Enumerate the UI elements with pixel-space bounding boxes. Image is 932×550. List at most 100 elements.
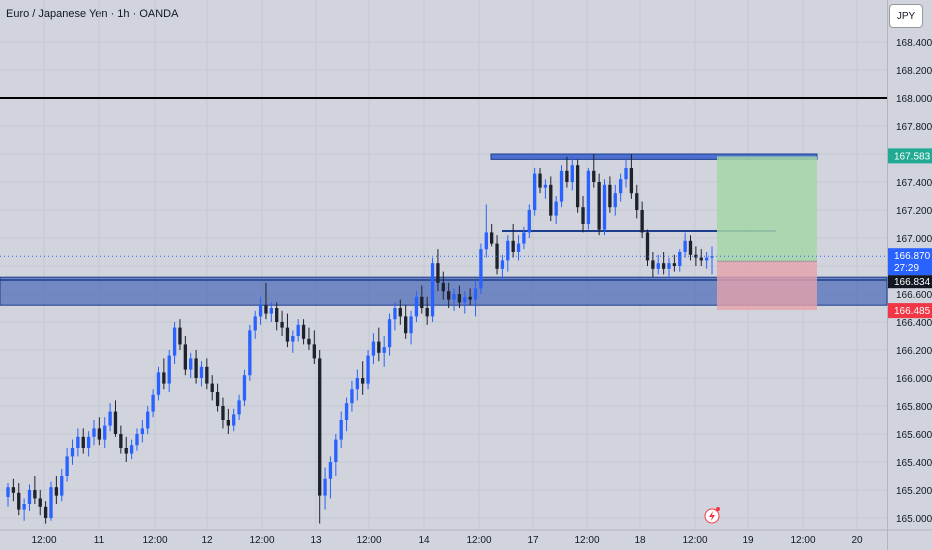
y-tick-label: 167.000 — [896, 234, 932, 245]
candle-body — [60, 476, 64, 496]
candle-body — [387, 319, 392, 348]
candle-body — [629, 168, 634, 194]
candle-body — [602, 184, 607, 230]
candle — [516, 235, 521, 261]
candle-body — [570, 165, 574, 182]
candle-body — [328, 462, 333, 479]
candle — [285, 313, 290, 348]
candle — [301, 319, 306, 345]
candle-body — [554, 201, 558, 216]
candle-body — [54, 487, 59, 496]
candle — [221, 397, 225, 429]
candle-body — [167, 355, 171, 384]
candle-body — [108, 411, 112, 426]
candle-body — [162, 372, 166, 384]
candle — [70, 439, 75, 465]
candle — [355, 369, 359, 401]
price-axis-separator — [887, 0, 888, 550]
x-tick-label: 12:00 — [249, 535, 274, 546]
candle — [210, 375, 214, 401]
candle — [618, 173, 623, 202]
candle — [60, 469, 64, 502]
candle-body — [22, 504, 26, 510]
candle-body — [33, 490, 37, 499]
candle — [522, 226, 526, 250]
candle-body — [17, 492, 21, 510]
candle — [377, 327, 381, 362]
candle — [393, 302, 397, 331]
x-tick-label: 12 — [201, 535, 213, 546]
candle-body — [151, 394, 155, 412]
y-tick-label: 168.400 — [896, 38, 932, 49]
candle — [226, 408, 231, 434]
candle — [113, 400, 118, 437]
y-tick-label: 168.000 — [896, 94, 932, 105]
currency-button[interactable]: JPY — [889, 4, 923, 28]
candle — [457, 285, 462, 308]
candle — [414, 291, 419, 322]
candle — [468, 288, 472, 306]
candle — [151, 389, 155, 418]
candle-body — [323, 478, 327, 496]
candle-body — [189, 358, 193, 370]
candle-body — [414, 296, 419, 317]
candle-body — [382, 347, 386, 353]
candle-body — [532, 173, 537, 210]
candle-body — [704, 257, 709, 261]
candle-body — [81, 436, 85, 448]
candle-body — [253, 316, 257, 331]
candle-body — [65, 456, 69, 476]
candle-body — [27, 490, 32, 504]
candle-body — [409, 316, 413, 334]
candle-body — [248, 330, 252, 376]
candle-body — [559, 170, 564, 202]
candle-body — [441, 282, 445, 292]
flash-icon-dot — [716, 507, 720, 511]
candle — [409, 310, 413, 345]
candle — [699, 249, 703, 266]
y-tick-label: 165.600 — [896, 430, 932, 441]
x-tick-label: 11 — [94, 535, 105, 546]
candle — [678, 249, 682, 272]
candle — [22, 498, 26, 521]
candle-body — [355, 378, 359, 390]
candle — [108, 403, 112, 432]
candle-body — [516, 243, 521, 252]
candle — [172, 322, 177, 364]
candle — [312, 330, 316, 364]
candle-body — [500, 260, 505, 269]
candle — [33, 476, 37, 504]
candle — [323, 467, 327, 510]
candle-body — [651, 260, 655, 269]
candle-body — [495, 243, 499, 269]
candle-body — [280, 322, 284, 328]
candle — [447, 282, 451, 308]
candle — [398, 299, 402, 325]
candle — [489, 224, 494, 247]
candle-body — [135, 434, 139, 446]
candle-body — [97, 428, 102, 440]
candle-body — [361, 378, 365, 384]
candle — [479, 243, 483, 294]
candle-body — [425, 308, 429, 317]
candle-body — [124, 448, 128, 454]
candle — [629, 154, 634, 199]
candle — [318, 350, 322, 524]
candle — [334, 434, 338, 476]
y-tick-label: 166.200 — [896, 346, 932, 357]
flash-icon[interactable] — [704, 507, 720, 524]
candle-body — [586, 170, 591, 224]
candle-body — [393, 308, 397, 320]
candle-body — [688, 240, 693, 255]
candle — [167, 350, 171, 392]
candle-body — [232, 414, 236, 426]
candle — [382, 336, 386, 367]
y-tick-label: 167.200 — [896, 206, 932, 217]
candle — [38, 490, 42, 516]
x-tick-label: 12:00 — [790, 535, 815, 546]
candle-body — [522, 232, 526, 244]
candle — [624, 159, 628, 188]
candle — [688, 235, 693, 261]
